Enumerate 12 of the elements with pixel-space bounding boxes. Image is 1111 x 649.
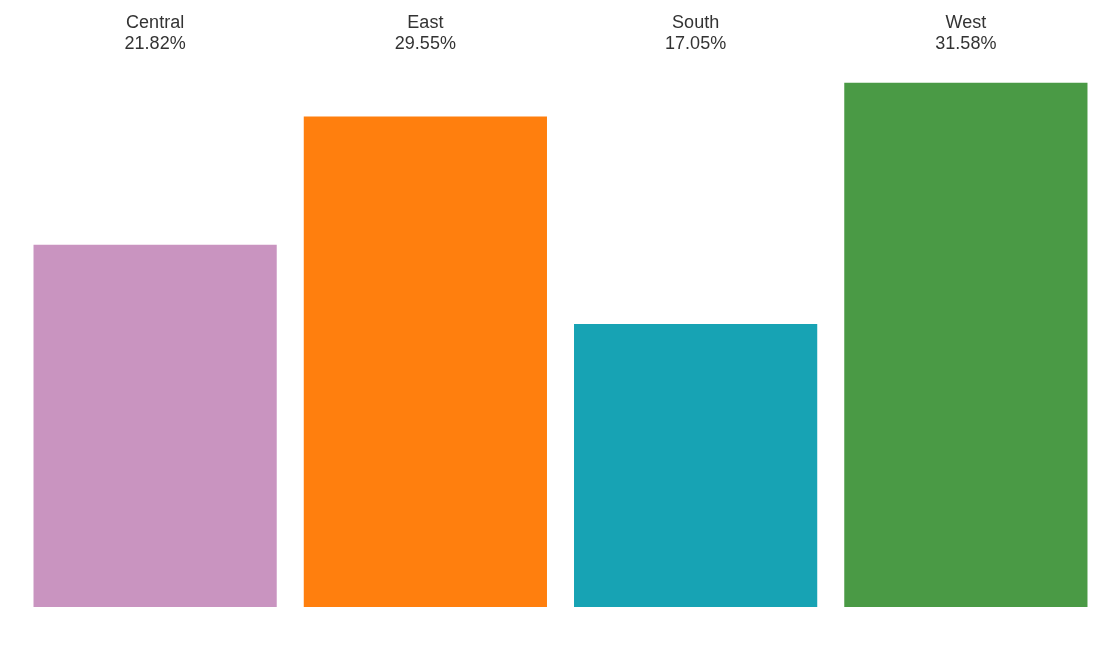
bar — [33, 244, 277, 607]
x-tick-label: Central — [126, 11, 185, 32]
bar — [574, 324, 818, 607]
bar — [844, 82, 1088, 607]
data-label: 31.58% — [935, 32, 997, 53]
bar — [303, 116, 547, 607]
x-tick-label: South — [672, 11, 720, 32]
data-label: 21.82% — [124, 32, 186, 53]
x-tick-label: West — [945, 11, 987, 32]
x-tick-label: East — [407, 11, 444, 32]
data-label: 29.55% — [394, 32, 456, 53]
data-label: 17.05% — [665, 32, 727, 53]
